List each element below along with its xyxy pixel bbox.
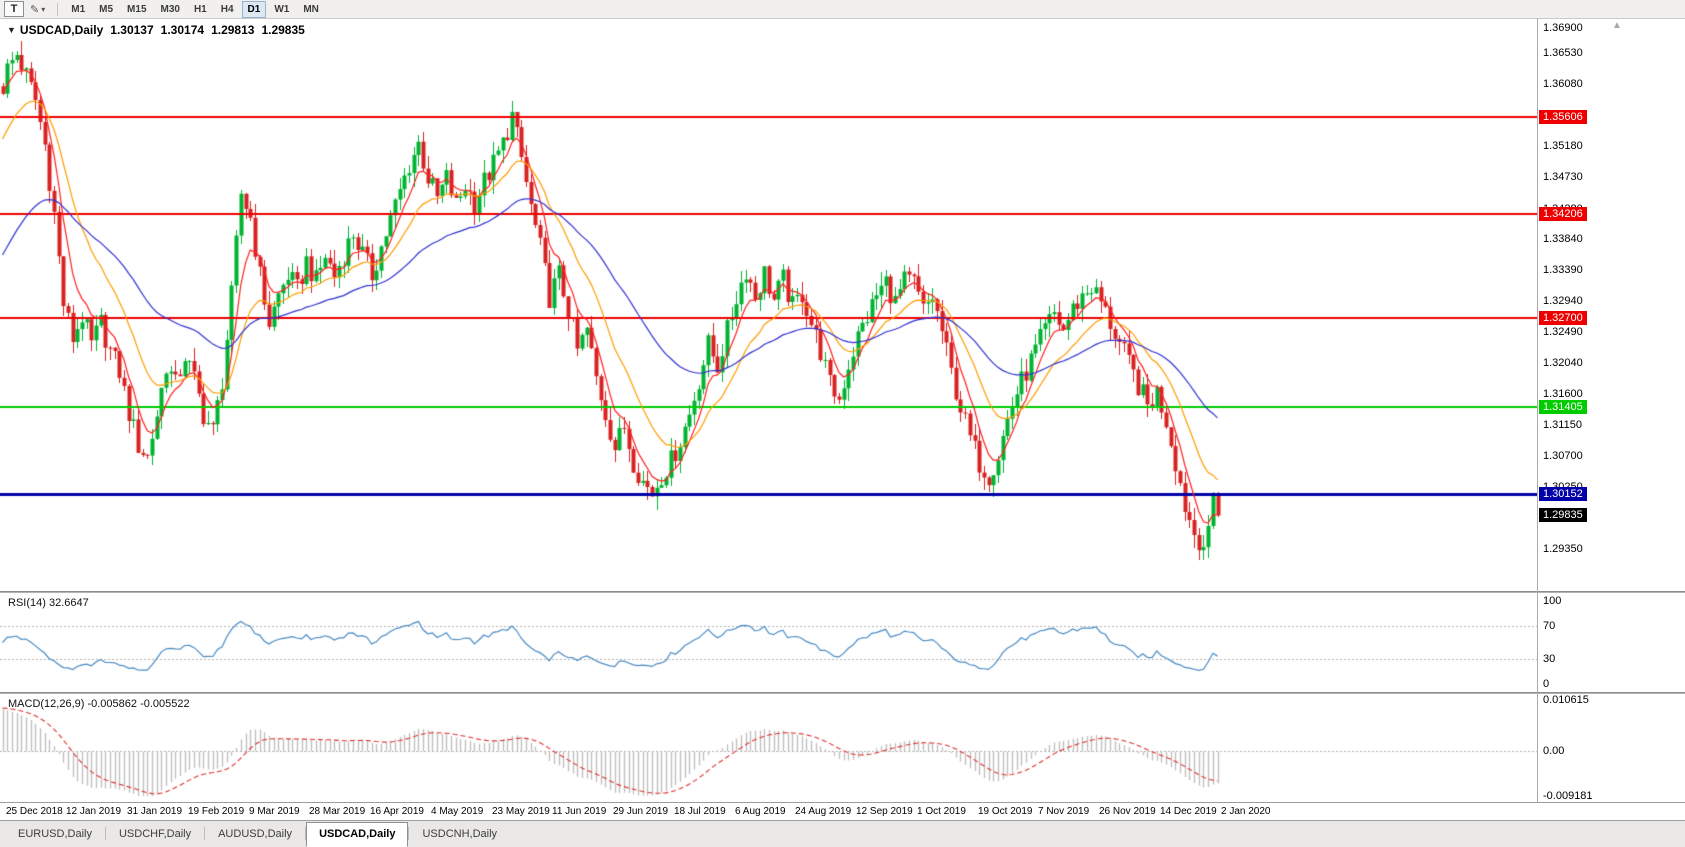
rsi-indicator-label: RSI(14) 32.6647 xyxy=(8,597,89,609)
rsi-axis[interactable]: 100 70 30 0 xyxy=(1538,593,1685,692)
axis-border xyxy=(1537,18,1538,802)
date-tick-label: 16 Apr 2019 xyxy=(370,806,424,817)
date-tick-label: 7 Nov 2019 xyxy=(1038,806,1090,817)
price-tick-label: 1.36530 xyxy=(1543,47,1583,60)
chart-tab-usdcad-daily[interactable]: USDCAD,Daily xyxy=(306,822,409,847)
date-tick-label: 11 Jun 2019 xyxy=(552,806,607,817)
timeframe-button-m15[interactable]: M15 xyxy=(121,1,152,18)
chart-low-value: 1.29813 xyxy=(211,23,255,37)
price-axis[interactable]: 1.369001.365301.360801.356301.351801.347… xyxy=(1538,18,1685,591)
date-tick-label: 6 Aug 2019 xyxy=(735,806,786,817)
date-tick-label: 18 Jul 2019 xyxy=(674,806,726,817)
tab-separator xyxy=(204,827,206,840)
rsi-indicator-canvas[interactable] xyxy=(0,593,1538,692)
price-tick-label: 1.35180 xyxy=(1543,140,1583,153)
chart-open-value: 1.30137 xyxy=(110,23,154,37)
rsi-tick-label: 0 xyxy=(1543,678,1550,690)
date-tick-label: 26 Nov 2019 xyxy=(1099,806,1156,817)
date-tick-label: 19 Oct 2019 xyxy=(978,806,1033,817)
chart-close-value: 1.29835 xyxy=(261,23,305,37)
price-chart-canvas[interactable] xyxy=(0,18,1538,591)
scale-arrow-icon: ▲ xyxy=(1612,20,1622,31)
price-tick-label: 1.32490 xyxy=(1543,326,1583,339)
price-level-badge: 1.35606 xyxy=(1539,109,1587,124)
macd-axis[interactable]: 0.010615 0.00 -0.009181 xyxy=(1538,694,1685,802)
date-tick-label: 12 Jan 2019 xyxy=(66,806,122,817)
draw-tool-button[interactable]: ✎ ▾ xyxy=(26,1,49,17)
date-tick-label: 12 Sep 2019 xyxy=(856,806,913,817)
timeframe-button-m1[interactable]: M1 xyxy=(65,1,91,18)
main-toolbar: T ✎ ▾ M1 M5 M15 M30 H1 H4 D1 W1 MN xyxy=(0,0,1685,19)
date-tick-label: 2 Jan 2020 xyxy=(1221,806,1271,817)
chart-tab-usdcnh-daily[interactable]: USDCNH,Daily xyxy=(422,828,498,840)
price-tick-label: 1.36080 xyxy=(1543,78,1583,91)
price-tick-label: 1.33390 xyxy=(1543,263,1583,276)
date-tick-label: 23 May 2019 xyxy=(492,806,550,817)
timeframe-button-group: M1 M5 M15 M30 H1 H4 D1 W1 MN xyxy=(64,0,326,18)
timeframe-button-h1[interactable]: H1 xyxy=(188,1,213,18)
date-tick-label: 9 Mar 2019 xyxy=(249,806,300,817)
macd-tick-label: -0.009181 xyxy=(1543,790,1593,802)
price-tick-label: 1.32940 xyxy=(1543,295,1583,308)
date-tick-label: 19 Feb 2019 xyxy=(188,806,245,817)
price-tick-label: 1.29350 xyxy=(1543,542,1583,555)
collapse-arrow-icon[interactable]: ▼ xyxy=(7,25,16,35)
chart-tabs-bar: EURUSD,Daily USDCHF,Daily AUDUSD,Daily USDC… xyxy=(0,820,1685,847)
macd-tick-label: 0.00 xyxy=(1543,745,1565,758)
time-axis[interactable]: 25 Dec 2018 12 Jan 2019 31 Jan 2019 19 Feb … xyxy=(0,802,1685,820)
rsi-tick-label: 100 xyxy=(1543,595,1562,607)
macd-indicator-canvas[interactable] xyxy=(0,694,1538,802)
chart-tab-audusd-daily[interactable]: AUDUSD,Daily xyxy=(218,828,293,840)
macd-tick-label: 0.010615 xyxy=(1543,694,1589,706)
tab-separator xyxy=(305,827,307,840)
date-tick-label: 28 Mar 2019 xyxy=(309,806,366,817)
date-tick-label: 14 Dec 2019 xyxy=(1160,806,1217,817)
date-tick-label: 24 Aug 2019 xyxy=(795,806,852,817)
price-tick-label: 1.31150 xyxy=(1543,418,1582,431)
price-tick-label: 1.32040 xyxy=(1543,357,1583,370)
price-level-badge: 1.34206 xyxy=(1539,206,1587,221)
timeframe-button-w1[interactable]: W1 xyxy=(268,1,295,18)
rsi-tick-label: 30 xyxy=(1543,653,1556,666)
text-tool-button[interactable]: T xyxy=(4,1,24,17)
tab-separator xyxy=(408,827,410,840)
timeframe-button-h4[interactable]: H4 xyxy=(215,1,240,18)
rsi-tick-label: 70 xyxy=(1543,619,1556,632)
toolbar-separator xyxy=(57,2,59,16)
chart-tab-eurusd-daily[interactable]: EURUSD,Daily xyxy=(18,828,92,840)
chart-symbol-label: USDCAD,Daily xyxy=(19,23,104,37)
panel-splitter-macd[interactable] xyxy=(0,692,1685,694)
chart-high-value: 1.30174 xyxy=(160,23,205,37)
pencil-icon: ✎ xyxy=(30,3,40,16)
price-level-badge: 1.30152 xyxy=(1539,486,1587,501)
date-tick-label: 4 May 2019 xyxy=(431,806,484,817)
price-tick-label: 1.34730 xyxy=(1543,171,1583,184)
chart-tab-usdchf-daily[interactable]: USDCHF,Daily xyxy=(118,828,192,840)
price-tick-label: 1.36900 xyxy=(1543,21,1583,34)
price-tick-label: 1.31600 xyxy=(1543,387,1583,400)
timeframe-button-m30[interactable]: M30 xyxy=(155,1,186,18)
date-tick-label: 25 Dec 2018 xyxy=(6,806,63,817)
timeframe-button-d1[interactable]: D1 xyxy=(241,0,267,18)
date-tick-label: 31 Jan 2019 xyxy=(127,806,183,817)
price-level-badge: 1.32700 xyxy=(1539,310,1587,325)
timeframe-button-mn[interactable]: MN xyxy=(297,1,325,18)
current-price-badge: 1.29835 xyxy=(1539,508,1587,523)
panel-splitter-rsi[interactable] xyxy=(0,591,1685,593)
macd-indicator-label: MACD(12,26,9) -0.005862 -0.005522 xyxy=(8,698,190,710)
tab-separator xyxy=(104,827,106,840)
price-tick-label: 1.30700 xyxy=(1543,449,1583,462)
timeframe-button-m5[interactable]: M5 xyxy=(93,1,119,18)
chart-header: ▼ USDCAD,Daily 1.30137 1.30174 1.29813 1… xyxy=(7,23,305,37)
date-tick-label: 1 Oct 2019 xyxy=(917,806,966,817)
price-tick-label: 1.33840 xyxy=(1543,232,1583,245)
date-tick-label: 29 Jun 2019 xyxy=(613,806,669,817)
price-level-badge: 1.31405 xyxy=(1539,400,1587,415)
chevron-down-icon: ▾ xyxy=(41,4,46,14)
